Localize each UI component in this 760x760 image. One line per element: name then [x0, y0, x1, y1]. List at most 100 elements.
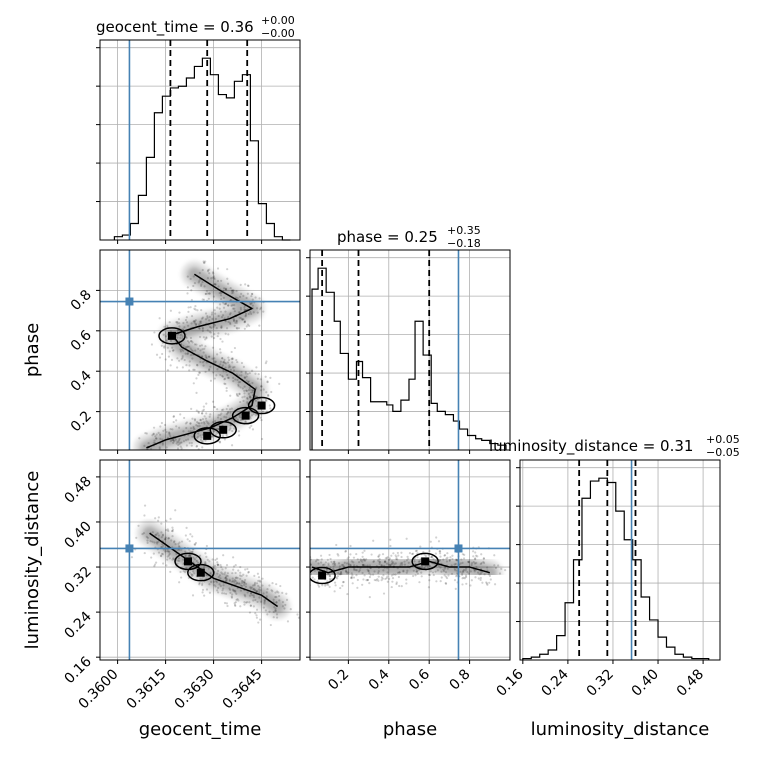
p01-samples [133, 260, 281, 459]
p12-sample-point [435, 580, 438, 583]
p12-sample-point [386, 580, 389, 583]
p01-sample-point [152, 452, 154, 454]
p01-sample-point [268, 404, 271, 407]
p01-sample-point [175, 457, 177, 459]
p02-ytick-label: 0.16 [61, 654, 94, 687]
panel-luminosity-distance-vs-phase: 0.2 0.4 0.6 0.8 [304, 459, 511, 693]
p01-sample-point [198, 371, 201, 374]
p12-frame [309, 459, 511, 661]
p12-xtick-label: 0.2 [325, 666, 352, 693]
p02-sample-point [234, 563, 237, 567]
x-axis-label-phase: phase [383, 719, 437, 740]
p12-sample-point [474, 551, 477, 554]
p01-sample-point [230, 350, 233, 354]
p12-sample-point [339, 586, 342, 590]
p02-sample-point [160, 522, 163, 525]
p01-sample-point [184, 451, 186, 453]
p12-sample-point [390, 585, 393, 589]
p02-sample-point [171, 528, 175, 531]
p02-sample-point [247, 571, 250, 574]
p12-sample-point [356, 586, 359, 589]
p01-sample-point [237, 394, 240, 397]
p11-histogram-step [311, 267, 507, 450]
p02-sample-point [165, 519, 168, 522]
p01-sample-point [218, 441, 222, 444]
p12-sample-point [493, 554, 496, 557]
p00-histogram-step [113, 57, 291, 241]
p01-sample-point [213, 405, 216, 408]
p02-sample-point [208, 591, 212, 594]
p02-sample-point [214, 558, 217, 562]
p01-sample-point [267, 394, 270, 398]
p02-sample-point [285, 592, 288, 595]
p02-sample-point [247, 570, 250, 574]
p12-contour-ridge [311, 560, 490, 574]
p12-sample-point [480, 553, 483, 556]
p01-sample-point [202, 298, 206, 301]
p12-sample-point [361, 583, 364, 586]
p12-sample-point [321, 584, 324, 587]
p02-sample-point [232, 568, 235, 571]
p01-sample-point [155, 452, 157, 454]
p01-sample-point [243, 327, 246, 330]
p12-sample-point [461, 583, 464, 586]
p12-sample-point [396, 551, 399, 555]
p02-sample-point [180, 576, 183, 579]
p01-truth-marker [125, 297, 134, 306]
p12-sample-point [400, 551, 403, 554]
p01-peak [257, 401, 266, 410]
p02-xtick-label: 0.3615 [124, 666, 170, 712]
p01-contour [247, 396, 276, 415]
p01-sample-point [155, 353, 159, 356]
p01-sample-point [246, 284, 250, 287]
p02-xtick-label: 0.3645 [220, 666, 266, 712]
title-luminosity-distance: luminosity_distance = 0.31 [489, 437, 693, 456]
p02-sample-point [248, 611, 252, 614]
p02-sample-point [281, 591, 284, 594]
p12-sample-point [305, 574, 307, 576]
p02-sample-point [254, 612, 257, 615]
p01-sample-point [158, 317, 161, 320]
title-phase-sup: +0.35 [447, 224, 481, 237]
p12-sample-point [398, 584, 401, 588]
p02-sample-point [174, 509, 177, 512]
p01-sample-point [237, 430, 240, 433]
p12-sample-point [472, 550, 475, 553]
p01-sample-point [259, 416, 262, 419]
p01-sample-point [203, 261, 206, 265]
p01-sample-point [211, 400, 215, 403]
p12-sample-point [504, 569, 507, 572]
p01-sample-point [227, 333, 230, 336]
p01-sample-point [257, 373, 260, 376]
p02-sample-point [203, 594, 206, 597]
title-phase: phase = 0.25 [337, 228, 438, 246]
p01-sample-point [192, 368, 195, 371]
p01-sample-point [204, 338, 207, 341]
p02-ytick-label: 0.48 [61, 473, 94, 506]
panel-luminosity-distance-vs-geocent-time: 0.3600 0.3615 0.3630 0.36450.160.240.320.40… [61, 459, 301, 712]
p01-sample-point [223, 438, 227, 441]
p01-sample-point [153, 451, 155, 453]
p01-sample-point [195, 409, 198, 412]
p01-sample-point [194, 304, 197, 308]
p01-sample-point [264, 362, 267, 365]
p01-sample-point [194, 308, 197, 311]
p02-sample-point [257, 576, 261, 579]
p01-sample-point [216, 335, 219, 338]
p01-sample-point [218, 440, 221, 443]
p02-sample-point [185, 526, 188, 529]
p02-sample-point [150, 556, 153, 559]
p12-sample-point [304, 565, 306, 567]
p02-xtick-label: 0.3630 [172, 666, 218, 712]
p01-sample-point [190, 407, 193, 410]
p01-sample-point [213, 406, 216, 409]
p01-sample-point [164, 457, 166, 459]
p02-sample-point [255, 616, 258, 619]
p12-sample-point [444, 582, 448, 585]
p01-sample-point [266, 380, 269, 383]
p01-sample-point [250, 424, 253, 427]
p01-peak [203, 431, 212, 440]
p02-sample-point [286, 620, 290, 623]
p02-sample-point [237, 569, 240, 572]
p22-frame [519, 459, 721, 661]
